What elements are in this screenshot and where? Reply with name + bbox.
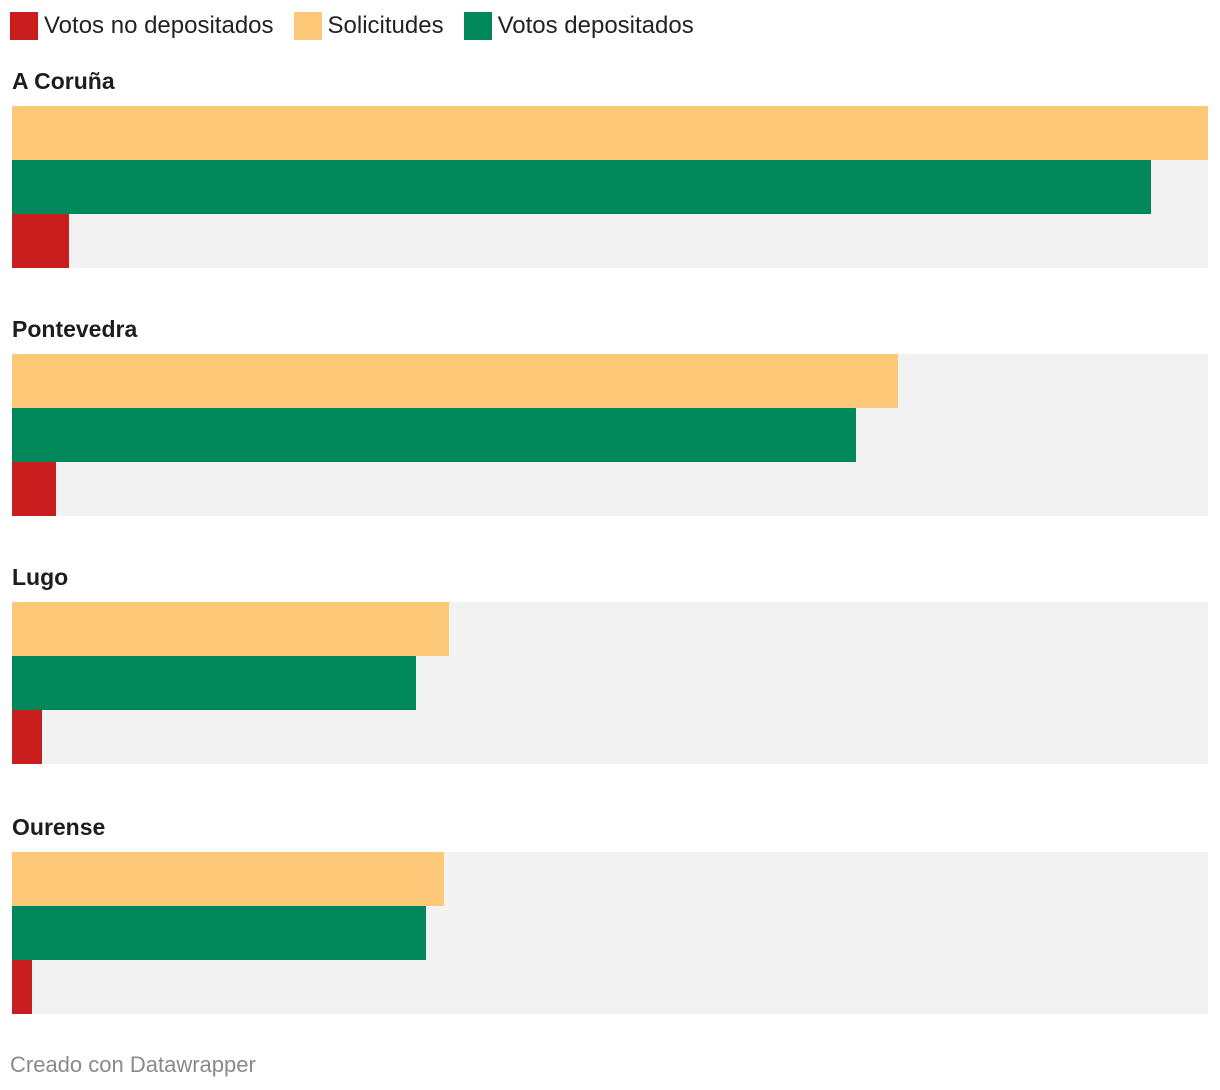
legend-swatch-depositados bbox=[463, 12, 492, 40]
legend-label-solicitudes: Solicitudes bbox=[327, 12, 444, 39]
legend-label-depositados: Votos depositados bbox=[497, 12, 694, 39]
bar-votos-no-depositados-ourense bbox=[12, 960, 32, 1014]
bar-votos-depositados-a-coruna bbox=[12, 160, 1151, 214]
bar-votos-depositados-lugo bbox=[12, 656, 416, 710]
legend-swatch-no-depositados bbox=[10, 12, 38, 40]
group-lugo: Lugo bbox=[12, 562, 1208, 764]
legend-swatch-solicitudes bbox=[293, 12, 322, 40]
legend: Votos no depositados Solicitudes Votos d… bbox=[10, 10, 714, 42]
group-a-coruna: A Coruña bbox=[12, 66, 1208, 268]
group-title-ourense: Ourense bbox=[12, 814, 106, 840]
bar-votos-no-depositados-lugo bbox=[12, 710, 42, 764]
legend-item-depositados: Votos depositados bbox=[463, 10, 694, 42]
bar-solicitudes-pontevedra bbox=[12, 354, 898, 408]
group-title-lugo: Lugo bbox=[12, 564, 69, 590]
group-ourense: Ourense bbox=[12, 812, 1208, 1014]
group-title-a-coruna: A Coruña bbox=[12, 68, 115, 94]
bar-solicitudes-ourense bbox=[12, 852, 444, 906]
footer-credit: Creado con Datawrapper bbox=[10, 1052, 256, 1077]
group-title-pontevedra: Pontevedra bbox=[12, 316, 138, 342]
bar-votos-no-depositados-pontevedra bbox=[12, 462, 56, 516]
bar-votos-depositados-ourense bbox=[12, 906, 426, 960]
bar-solicitudes-a-coruna bbox=[12, 106, 1208, 160]
legend-item-solicitudes: Solicitudes bbox=[293, 10, 444, 42]
legend-item-no-depositados: Votos no depositados bbox=[10, 10, 274, 42]
bar-votos-no-depositados-a-coruna bbox=[12, 214, 69, 268]
legend-label-no-depositados: Votos no depositados bbox=[44, 12, 274, 39]
bar-solicitudes-lugo bbox=[12, 602, 449, 656]
bar-votos-depositados-pontevedra bbox=[12, 408, 856, 462]
group-pontevedra: Pontevedra bbox=[12, 314, 1208, 516]
